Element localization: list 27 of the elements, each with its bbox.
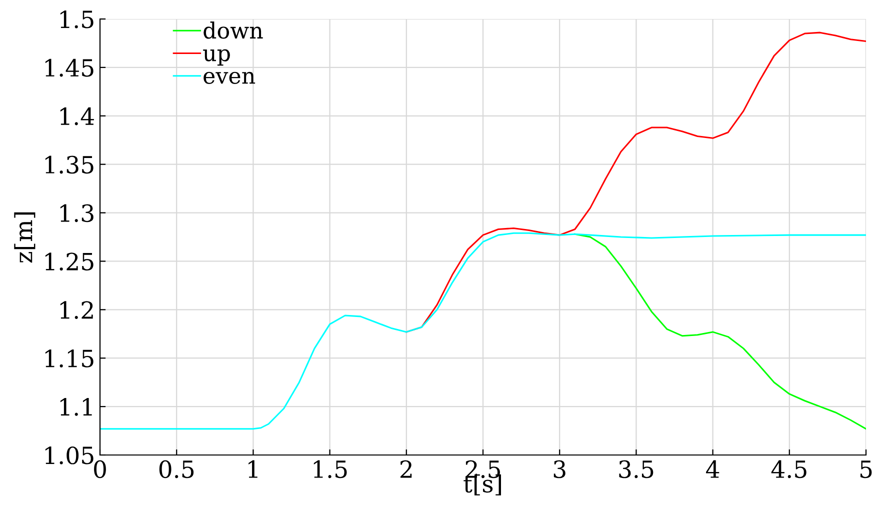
y-tick-label: 1.2 bbox=[60, 301, 93, 319]
x-tick-label: 2 bbox=[400, 460, 412, 478]
legend-label: up bbox=[203, 49, 230, 66]
x-tick-label: 3.5 bbox=[619, 460, 654, 478]
y-tick-label: 1.25 bbox=[45, 252, 94, 271]
x-tick-label: 5 bbox=[860, 460, 872, 478]
y-tick-label: 1.05 bbox=[45, 446, 94, 464]
y-tick-label: 1.15 bbox=[45, 350, 94, 368]
legend-label: down bbox=[204, 22, 263, 39]
x-tick-label: 4 bbox=[706, 460, 720, 478]
x-tick-label: 4.5 bbox=[771, 460, 806, 478]
x-tick-label: 3 bbox=[554, 460, 566, 478]
legend-label: even bbox=[204, 72, 256, 84]
y-tick-label: 1.35 bbox=[45, 156, 94, 174]
x-tick-label: 0 bbox=[94, 460, 106, 478]
line-series bbox=[574, 233, 866, 430]
line-series bbox=[100, 232, 866, 430]
y-tick-label: 1.4 bbox=[60, 107, 94, 126]
y-tick-label: 1.3 bbox=[60, 204, 94, 222]
x-tick-label: 1 bbox=[248, 460, 258, 478]
y-tick-label: 1.1 bbox=[60, 398, 92, 416]
y-axis-title: z[m] bbox=[14, 212, 36, 263]
y-tick-label: 1.45 bbox=[45, 58, 94, 77]
x-tick-label: 0.5 bbox=[159, 460, 194, 478]
line-series bbox=[406, 32, 866, 333]
y-tick-label: 1.5 bbox=[60, 10, 94, 28]
x-tick-label: 1.5 bbox=[314, 460, 347, 478]
